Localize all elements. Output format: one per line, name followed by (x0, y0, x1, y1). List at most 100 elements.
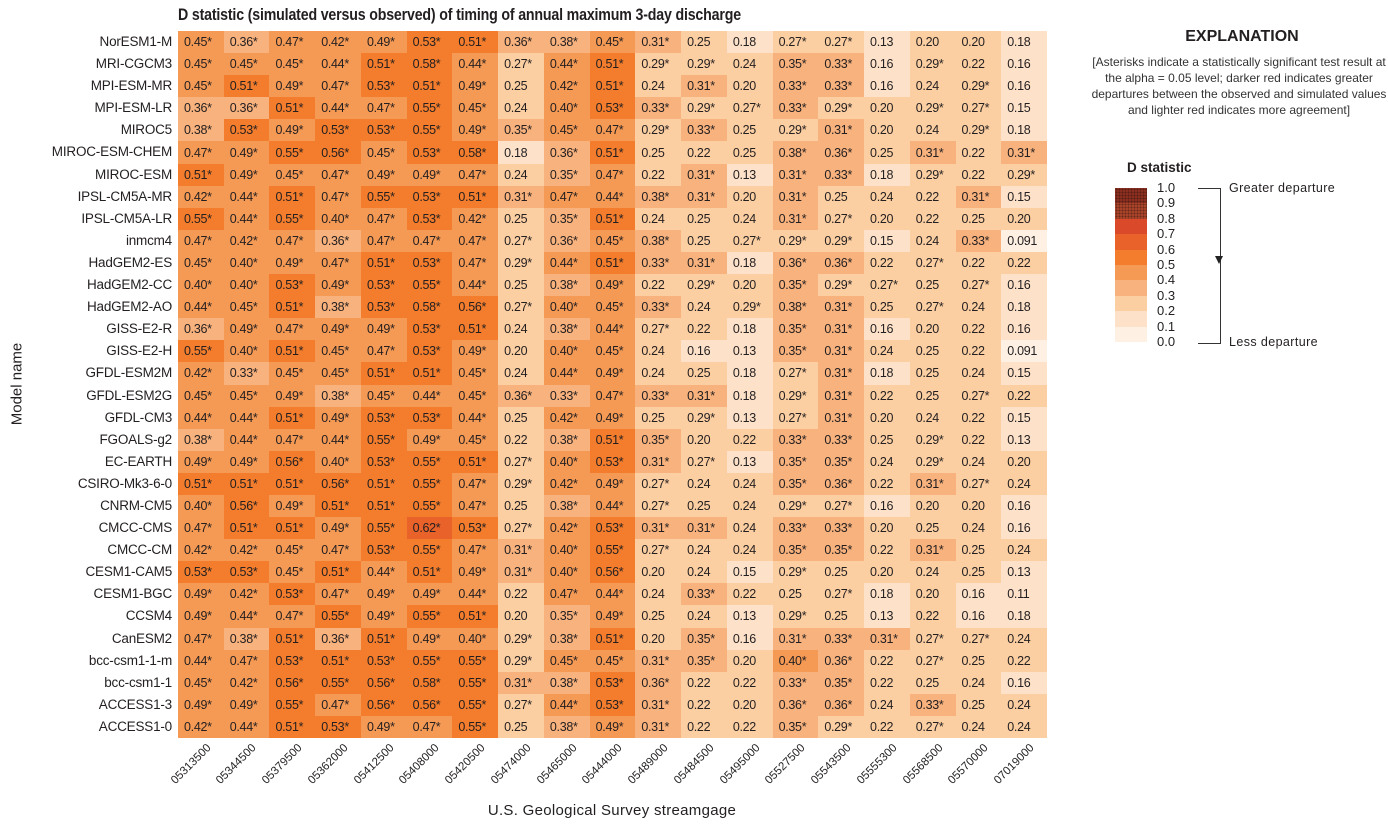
heatmap-cell: 0.49* (223, 450, 270, 473)
heatmap-cell: 0.25 (681, 494, 727, 518)
row-label: HadGEM2-AO (86, 299, 172, 315)
heatmap-cell: 0.16 (1001, 75, 1047, 98)
heatmap-cell: 0.45* (589, 649, 636, 672)
heatmap-cell: 0.27* (955, 97, 1002, 120)
heatmap-cell: 0.20 (864, 97, 910, 120)
row-label: GISS-E2-H (106, 343, 172, 359)
heatmap-cell: 0.20 (726, 649, 773, 672)
heatmap-cell: 0.18 (726, 318, 773, 341)
heatmap-cell: 0.49* (269, 384, 316, 407)
heatmap-cell: 0.53* (360, 119, 407, 142)
heatmap-cell: 0.27* (909, 296, 956, 319)
row-label: FGOALS-g2 (99, 431, 173, 447)
heatmap-cell: 0.47* (315, 185, 361, 208)
heatmap-cell: 0.38* (543, 31, 590, 54)
heatmap-cell: 0.24 (498, 97, 544, 120)
heatmap-cell: 0.091 (1001, 340, 1047, 363)
heatmap-cell: 0.27* (498, 53, 544, 76)
row-label: GFDL-ESM2M (85, 365, 172, 381)
heatmap-cell: 0.27* (498, 450, 544, 473)
heatmap-cell: 0.51* (360, 472, 407, 495)
heatmap-cell: 0.15 (1001, 97, 1047, 120)
heatmap-cell: 0.22 (681, 671, 727, 694)
heatmap-cell: 0.22 (681, 141, 727, 164)
heatmap-cell: 0.45* (589, 296, 636, 319)
heatmap-cell: 0.33* (681, 583, 727, 606)
heatmap-cell: 0.25 (864, 141, 910, 164)
heatmap-cell: 0.31* (772, 207, 819, 230)
heatmap-cell: 0.31* (498, 671, 544, 694)
column-label: 05420500 (443, 742, 488, 787)
heatmap-cell: 0.36* (818, 693, 865, 716)
heatmap-cell: 0.47* (269, 31, 316, 54)
heatmap-cell: 0.20 (864, 517, 910, 540)
heatmap-cell: 0.56* (223, 494, 270, 518)
heatmap-cell: 0.18 (726, 362, 773, 385)
heatmap-cell: 0.55* (315, 605, 361, 628)
legend-low-label: Less departure (1229, 335, 1318, 349)
heatmap-cell: 0.40* (543, 561, 590, 584)
heatmap-cell: 0.55* (406, 539, 453, 562)
heatmap-cell: 0.22 (955, 428, 1002, 451)
heatmap-cell: 0.35* (818, 539, 865, 562)
heatmap-cell: 0.20 (498, 605, 544, 628)
heatmap-cell: 0.45* (315, 362, 361, 385)
heatmap-cell: 0.45* (543, 119, 590, 142)
heatmap-cell: 0.25 (498, 715, 544, 738)
legend-heading: EXPLANATION (1185, 28, 1299, 45)
heatmap-cell: 0.25 (498, 207, 544, 230)
heatmap-cell: 0.24 (909, 406, 956, 429)
heatmap-cell: 0.25 (909, 362, 956, 385)
heatmap-cell: 0.51* (269, 185, 316, 208)
heatmap-cell: 0.16 (1001, 318, 1047, 341)
heatmap-cell: 0.40* (223, 340, 270, 363)
heatmap-cell: 0.16 (864, 75, 910, 98)
heatmap-cell: 0.33* (818, 53, 865, 76)
heatmap-cell: 0.31* (681, 517, 727, 540)
row-label: IPSL-CM5A-LR (81, 210, 172, 226)
heatmap-cell: 0.36* (315, 627, 361, 650)
heatmap-cell: 0.22 (955, 340, 1002, 363)
heatmap-cell: 0.27* (498, 229, 544, 252)
legend-swatch (1115, 264, 1147, 281)
heatmap-cell: 0.22 (955, 406, 1002, 429)
heatmap-cell: 0.22 (909, 605, 956, 628)
heatmap-cell: 0.31* (635, 693, 682, 716)
heatmap-cell: 0.53* (589, 693, 636, 716)
row-label: IPSL-CM5A-MR (77, 188, 173, 204)
heatmap-cell: 0.24 (681, 539, 727, 562)
column-label: 05543500 (809, 742, 854, 787)
heatmap-cell: 0.47* (269, 428, 316, 451)
heatmap-cell: 0.51* (589, 428, 636, 451)
row-label: CCSM4 (125, 608, 172, 624)
heatmap-cell: 0.53* (589, 517, 636, 540)
heatmap-cell: 0.22 (955, 53, 1002, 76)
heatmap-cell: 0.33* (955, 229, 1002, 252)
heatmap-cell: 0.29* (818, 715, 865, 738)
heatmap-cell: 0.27* (635, 494, 682, 518)
heatmap-cell: 0.24 (681, 605, 727, 628)
heatmap-cell: 0.24 (909, 75, 956, 98)
heatmap-cell: 0.25 (498, 274, 544, 297)
heatmap-cell: 0.45* (269, 539, 316, 562)
legend-tick: 0.3 (1157, 287, 1176, 303)
heatmap-cell: 0.51* (589, 627, 636, 650)
legend-tick: 0.7 (1157, 226, 1176, 242)
heatmap-cell: 0.25 (955, 207, 1002, 230)
heatmap-cell: 0.27* (498, 517, 544, 540)
heatmap-cell: 0.49* (360, 31, 407, 54)
heatmap-cell: 0.18 (864, 362, 910, 385)
heatmap-cell: 0.40* (223, 274, 270, 297)
heatmap-cell: 0.40* (452, 627, 499, 650)
heatmap-cell: 0.47* (178, 517, 224, 540)
heatmap-cell: 0.33* (909, 693, 956, 716)
heatmap-cell: 0.22 (726, 715, 773, 738)
heatmap-cell: 0.31* (772, 185, 819, 208)
heatmap-cell: 0.22 (864, 715, 910, 738)
heatmap-cell: 0.45* (452, 428, 499, 451)
heatmap-cell: 0.55* (269, 693, 316, 716)
heatmap-cell: 0.20 (726, 185, 773, 208)
heatmap-cell: 0.53* (360, 539, 407, 562)
heatmap-cell: 0.35* (818, 671, 865, 694)
heatmap-cell: 0.44* (543, 693, 590, 716)
